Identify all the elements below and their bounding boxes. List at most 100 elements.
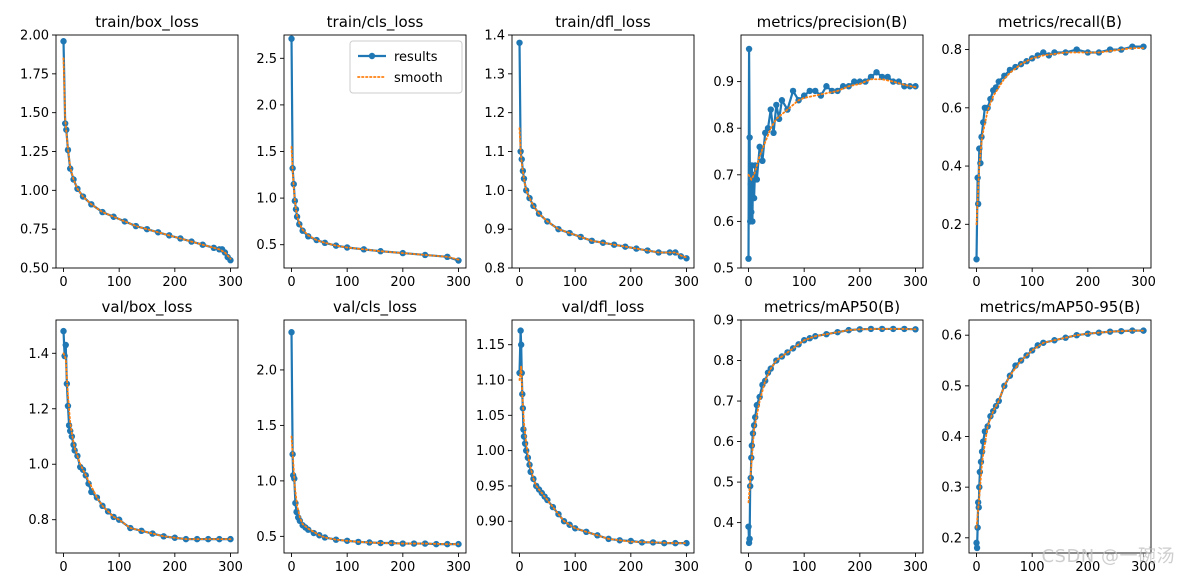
y-tick-label: 0.8 xyxy=(28,513,49,528)
plot-area xyxy=(288,35,462,264)
subplot-7: val/cls_loss 0 100 200 300 0.5 1.0 1.5 2.0 xyxy=(256,298,471,574)
results-point xyxy=(890,78,897,85)
watermark: CSDN @一碗汤 xyxy=(1041,546,1175,567)
legend-results-label: results xyxy=(394,50,438,65)
results-point xyxy=(912,83,919,90)
y-tick-label: 1.3 xyxy=(484,67,505,82)
y-tick-label: 0.75 xyxy=(20,223,49,238)
results-point xyxy=(633,245,640,252)
results-point xyxy=(433,540,440,548)
y-tick-label: 0.5 xyxy=(256,238,277,253)
x-tick-label: 100 xyxy=(107,275,132,290)
results-point xyxy=(770,129,777,137)
x-tick-label: 0 xyxy=(287,275,295,290)
y-tick-label: 0.3 xyxy=(941,481,962,496)
x-tick-label: 100 xyxy=(563,275,588,290)
results-point xyxy=(745,45,753,53)
results-point xyxy=(823,83,830,90)
legend-results-marker xyxy=(368,52,376,60)
smooth-line xyxy=(747,328,917,504)
y-tick-label: 1.4 xyxy=(484,29,505,44)
y-tick-label: 0.8 xyxy=(484,262,505,277)
y-tick-label: 1.2 xyxy=(28,402,49,417)
results-point xyxy=(778,97,786,104)
plot-area xyxy=(973,327,1147,552)
y-tick-label: 0.6 xyxy=(941,329,962,344)
results-point xyxy=(62,341,69,349)
results-point xyxy=(762,129,769,137)
x-tick-label: 0 xyxy=(515,275,523,290)
results-point xyxy=(890,325,897,333)
y-tick-label: 0.6 xyxy=(713,215,734,230)
x-tick-label: 300 xyxy=(903,560,928,574)
smooth-line xyxy=(518,127,688,259)
results-point xyxy=(973,539,980,547)
y-tick-label: 1.25 xyxy=(20,145,49,160)
y-tick-label: 0.6 xyxy=(941,101,962,116)
y-tick-label: 0.90 xyxy=(476,515,505,530)
plot-area xyxy=(288,329,462,548)
results-point xyxy=(750,194,758,202)
results-point xyxy=(683,539,690,547)
results-point xyxy=(745,255,752,262)
plot-area xyxy=(516,39,690,262)
subplot-5: metrics/recall(B) 0 100 200 300 0.2 0.4 0.6 0.8 xyxy=(941,13,1156,290)
y-tick-label: 1.10 xyxy=(476,374,505,389)
smooth-line xyxy=(62,352,232,541)
y-tick-label: 1.50 xyxy=(20,106,49,121)
x-tick-label: 300 xyxy=(1131,275,1156,290)
axes-frame xyxy=(283,319,467,554)
smooth-line xyxy=(975,47,1145,226)
results-point xyxy=(227,257,234,264)
subplot-title: train/cls_loss xyxy=(327,13,424,32)
axes-frame xyxy=(968,34,1152,269)
subplot-title: val/cls_loss xyxy=(333,298,417,317)
x-tick-label: 0 xyxy=(744,275,752,290)
x-tick-label: 0 xyxy=(972,275,980,290)
results-point xyxy=(519,167,527,175)
results-point xyxy=(520,175,528,182)
y-tick-label: 1.00 xyxy=(20,184,49,199)
results-point xyxy=(305,526,312,533)
x-tick-label: 0 xyxy=(515,560,523,574)
results-point xyxy=(773,101,780,109)
results-point xyxy=(806,87,813,95)
results-point xyxy=(288,35,295,42)
plot-area xyxy=(973,43,1147,263)
x-tick-label: 200 xyxy=(1075,275,1100,290)
y-tick-label: 1.5 xyxy=(256,145,277,160)
legend-box xyxy=(349,40,463,94)
results-point xyxy=(288,329,295,336)
y-tick-label: 0.5 xyxy=(713,262,734,277)
x-tick-label: 200 xyxy=(847,275,872,290)
results-point xyxy=(1073,46,1080,53)
y-tick-label: 2.00 xyxy=(20,29,49,44)
results-point xyxy=(756,143,763,151)
x-tick-label: 100 xyxy=(792,560,817,574)
y-tick-label: 1.2 xyxy=(484,106,505,121)
y-tick-label: 0.6 xyxy=(713,435,734,450)
x-tick-label: 200 xyxy=(618,275,643,290)
results-point xyxy=(746,535,753,543)
x-tick-label: 200 xyxy=(162,560,187,574)
results-point xyxy=(759,157,766,165)
y-tick-label: 0.4 xyxy=(713,516,734,531)
y-tick-label: 0.8 xyxy=(713,354,734,369)
results-point xyxy=(1001,72,1008,79)
results-point xyxy=(995,78,1002,85)
x-tick-label: 0 xyxy=(59,560,67,574)
smooth-line xyxy=(290,435,460,546)
x-tick-label: 0 xyxy=(59,275,67,290)
y-tick-label: 1.00 xyxy=(476,444,505,459)
subplot-title: train/box_loss xyxy=(95,13,199,32)
results-point xyxy=(812,87,819,95)
x-tick-label: 300 xyxy=(674,275,699,290)
y-tick-label: 0.4 xyxy=(941,430,962,445)
results-point xyxy=(60,38,67,45)
results-point xyxy=(292,206,300,213)
y-tick-label: 1.0 xyxy=(484,184,505,199)
subplot-title: metrics/mAP50(B) xyxy=(764,298,900,316)
smooth-line xyxy=(975,329,1145,529)
results-point xyxy=(973,544,981,552)
results-point xyxy=(745,523,752,530)
